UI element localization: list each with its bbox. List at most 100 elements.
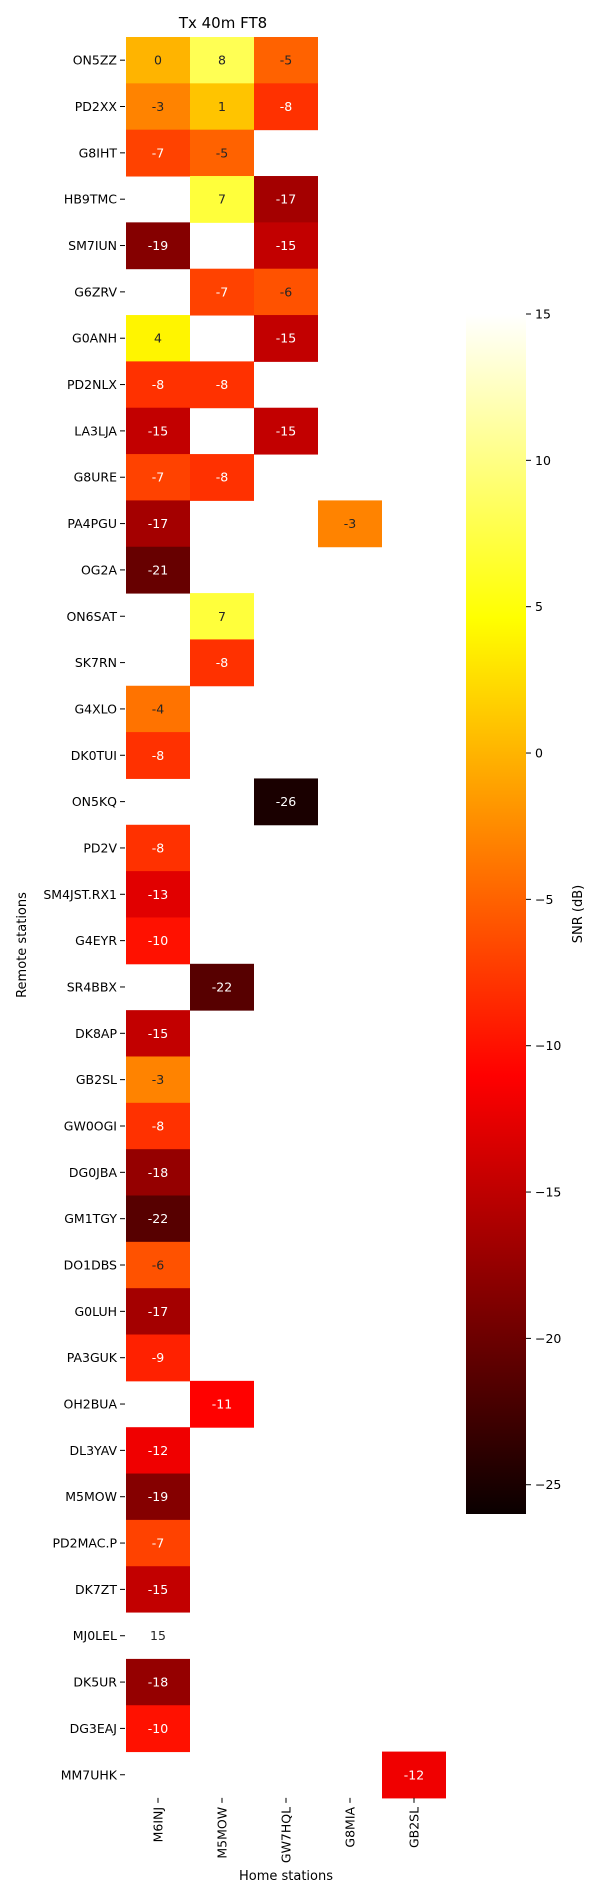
cell-value-label: -8 bbox=[152, 840, 165, 855]
x-tick-label: M6INJ bbox=[151, 1807, 166, 1842]
cell-value-label: -9 bbox=[152, 1350, 165, 1365]
heatmap-cell bbox=[126, 1195, 190, 1243]
cell-value-label: -10 bbox=[148, 1721, 168, 1736]
cell-value-label: -19 bbox=[148, 238, 168, 253]
y-axis-ticks: ON5ZZ PD2XX G8IHT HB9TMC SM7IUN G6ZRV G0ANH PD2… bbox=[43, 53, 125, 1782]
heatmap-cell bbox=[126, 1056, 190, 1104]
y-tick-label: G8IHT bbox=[79, 145, 118, 160]
colorbar-tick-label: −25 bbox=[535, 1477, 561, 1492]
heatmap-cell bbox=[126, 500, 190, 548]
cell-value-label: 7 bbox=[218, 192, 226, 207]
y-tick-label: HB9TMC bbox=[64, 192, 117, 207]
heatmap-cell bbox=[254, 37, 318, 84]
heatmap-cell bbox=[126, 732, 190, 779]
cell-value-label: -8 bbox=[216, 470, 229, 485]
y-tick-label: PD2NLX bbox=[67, 377, 117, 392]
y-tick-label: GW0OGI bbox=[64, 1118, 117, 1133]
cell-value-label: 0 bbox=[154, 53, 162, 68]
y-tick-label: MJ0LEL bbox=[73, 1628, 117, 1643]
cell-value-label: 15 bbox=[150, 1628, 166, 1643]
cell-value-label: -7 bbox=[216, 284, 228, 299]
colorbar-tick-label: 0 bbox=[535, 746, 543, 761]
cell-value-label: -15 bbox=[276, 331, 296, 346]
y-tick-label: ON5ZZ bbox=[73, 53, 117, 68]
heatmap-cell bbox=[254, 268, 318, 316]
cell-value-label: -21 bbox=[148, 562, 168, 577]
colorbar-tick-label: 10 bbox=[535, 453, 551, 468]
colorbar-tick-label: −15 bbox=[535, 1185, 561, 1200]
cell-value-label: -7 bbox=[152, 1536, 164, 1551]
heatmap-cell bbox=[190, 176, 254, 223]
heatmap-cell bbox=[126, 83, 190, 131]
y-tick-label: G4XLO bbox=[74, 701, 117, 716]
cell-value-label: -5 bbox=[280, 53, 292, 68]
cell-value-label: -22 bbox=[148, 1211, 168, 1226]
cell-value-label: -15 bbox=[148, 1582, 168, 1597]
cell-value-label: -17 bbox=[148, 516, 168, 531]
heatmap-cell bbox=[126, 1612, 190, 1660]
y-tick-label: M5MOW bbox=[65, 1489, 117, 1504]
cell-value-label: -22 bbox=[212, 979, 232, 994]
cell-value-label: -17 bbox=[276, 192, 296, 207]
colorbar bbox=[466, 314, 526, 1514]
heatmap-cell bbox=[126, 315, 190, 362]
heatmap-cell bbox=[190, 1380, 254, 1428]
heatmap-cell bbox=[190, 639, 254, 687]
y-tick-label: DO1DBS bbox=[64, 1258, 117, 1273]
y-tick-label: DK8AP bbox=[75, 1026, 117, 1041]
cell-value-label: -17 bbox=[148, 1304, 168, 1319]
x-tick-label: GB2SL bbox=[407, 1807, 422, 1848]
heatmap-cell bbox=[126, 1288, 190, 1336]
heatmap-cell bbox=[318, 500, 382, 548]
heatmap-cell bbox=[126, 1334, 190, 1382]
heatmap-cell bbox=[126, 1473, 190, 1521]
y-tick-label: DK5UR bbox=[73, 1675, 117, 1690]
cell-value-label: -7 bbox=[152, 145, 164, 160]
heatmap-cell bbox=[126, 1566, 190, 1614]
y-tick-label: PD2MAC.P bbox=[53, 1536, 118, 1551]
y-tick-label: G4EYR bbox=[75, 933, 117, 948]
cell-value-label: -8 bbox=[216, 377, 229, 392]
heatmap-cell bbox=[126, 1241, 190, 1289]
cell-value-label: -3 bbox=[344, 516, 356, 531]
heatmap-cell bbox=[126, 222, 190, 270]
y-tick-label: OH2BUA bbox=[64, 1397, 118, 1412]
heatmap-cell bbox=[254, 315, 318, 362]
y-tick-label: PA4PGU bbox=[67, 516, 117, 531]
cell-value-label: 7 bbox=[218, 609, 226, 624]
y-tick-label: ON5KQ bbox=[72, 794, 117, 809]
heatmap-cell bbox=[126, 1705, 190, 1753]
heatmap-cell bbox=[126, 1149, 190, 1196]
heatmap-cell bbox=[126, 1519, 190, 1567]
heatmap-cell bbox=[126, 824, 190, 872]
y-tick-label: PD2XX bbox=[75, 99, 118, 114]
heatmap-cell bbox=[126, 546, 190, 594]
heatmap-cell bbox=[190, 37, 254, 84]
cell-value-label: -18 bbox=[148, 1675, 168, 1690]
heatmap-cell bbox=[190, 963, 254, 1011]
cell-value-label: -19 bbox=[148, 1489, 168, 1504]
heatmap-cells: 0 8 -5 -3 1 -8 -7 -5 7 -17 -19 -15 -7 -6 4 -15 -8 -8 -15 -1… bbox=[126, 37, 446, 1799]
cell-value-label: -4 bbox=[152, 701, 165, 716]
colorbar-tick-label: 15 bbox=[535, 307, 551, 322]
y-tick-label: OG2A bbox=[81, 562, 117, 577]
colorbar-tick-label: −10 bbox=[535, 1038, 561, 1053]
heatmap-cell bbox=[126, 37, 190, 84]
y-tick-label: DG3EAJ bbox=[70, 1721, 117, 1736]
y-axis-label: Remote stations bbox=[15, 892, 30, 998]
heatmap-cell bbox=[190, 268, 254, 316]
cell-value-label: -8 bbox=[152, 377, 165, 392]
y-tick-label: DK0TUI bbox=[71, 748, 117, 763]
cell-value-label: -6 bbox=[280, 284, 293, 299]
x-axis-label: Home stations bbox=[239, 1869, 333, 1884]
y-tick-label: MM7UHK bbox=[61, 1767, 118, 1782]
heatmap-cell bbox=[126, 454, 190, 501]
cell-value-label: -8 bbox=[152, 748, 165, 763]
y-tick-label: G0LUH bbox=[74, 1304, 117, 1319]
heatmap-cell bbox=[254, 778, 318, 826]
heatmap-cell bbox=[126, 871, 190, 918]
heatmap-cell bbox=[382, 1751, 446, 1799]
heatmap-cell bbox=[126, 917, 190, 965]
cell-value-label: -18 bbox=[148, 1165, 168, 1180]
y-tick-label: PA3GUK bbox=[67, 1350, 118, 1365]
